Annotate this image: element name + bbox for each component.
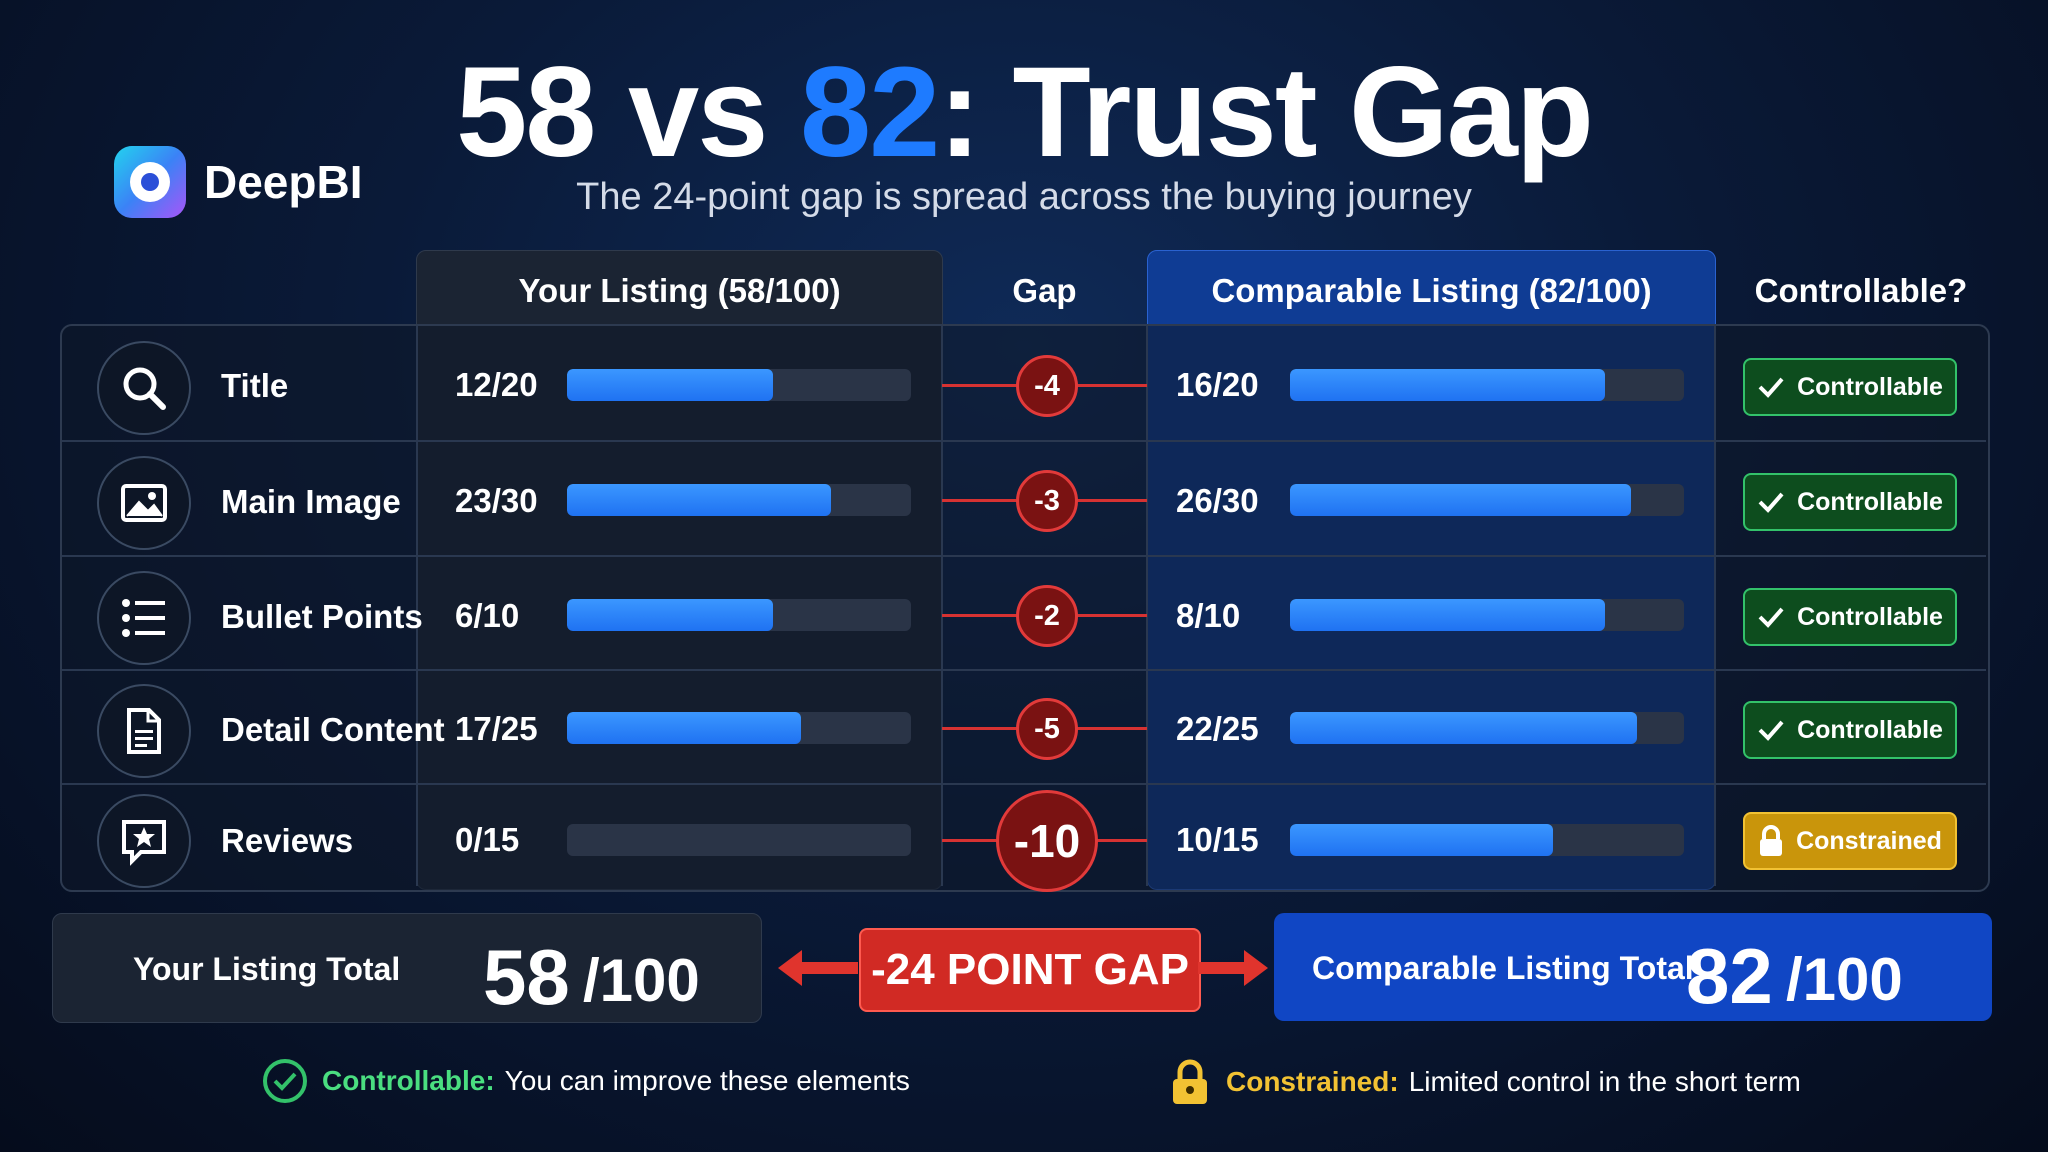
row-label: Detail Content — [221, 711, 445, 748]
your-score-bar — [567, 599, 774, 631]
comparable-score-bar — [1290, 599, 1606, 631]
legend-constrained-text: Limited control in the short term — [1408, 1066, 1801, 1097]
brand-name: DeepBI — [204, 156, 363, 208]
comparable-score-bar-track — [1290, 712, 1684, 744]
lock-icon — [1760, 825, 1783, 856]
your-total-label: Your Listing Total — [133, 951, 401, 987]
your-score: 23/30 — [455, 482, 538, 519]
checkmark-icon — [1758, 492, 1784, 513]
status-badge: Controllable — [1743, 588, 1957, 646]
total-gap-pill: -24 POINT GAP — [859, 928, 1201, 1012]
status-label: Controllable — [1797, 602, 1943, 631]
comparable-score: 16/20 — [1176, 366, 1259, 403]
row-divider — [62, 783, 1986, 785]
your-score: 0/15 — [455, 821, 520, 858]
status-badge: Constrained — [1743, 812, 1957, 870]
gap-value: -5 — [1016, 698, 1078, 760]
deepbi-logo-icon — [114, 146, 186, 218]
your-total-value: 58 — [483, 933, 570, 1021]
comparable-score-bar-track — [1290, 369, 1684, 401]
comparable-total-value: 82 — [1686, 932, 1773, 1020]
legend-constrained-key: Constrained: — [1226, 1066, 1399, 1097]
status-label: Controllable — [1797, 487, 1943, 516]
arrow-right-icon — [1198, 950, 1268, 986]
arrow-left-icon — [778, 950, 858, 986]
comparable-score-bar-track — [1290, 484, 1684, 516]
row-divider — [62, 669, 1986, 671]
comparable-score-bar-track — [1290, 599, 1684, 631]
comparable-score: 8/10 — [1176, 597, 1241, 634]
your-score-bar-track — [567, 369, 911, 401]
page-subtitle: The 24-point gap is spread across the bu… — [576, 176, 1472, 218]
comparable-score: 26/30 — [1176, 482, 1259, 519]
column-divider — [941, 326, 943, 886]
page-title: 58 vs 82: Trust Gap — [0, 38, 2048, 188]
your-listing-total-card: Your Listing Total 58 /100 — [52, 913, 762, 1023]
your-score-bar — [567, 712, 801, 744]
title-your-score: 58 — [456, 41, 596, 184]
column-divider — [416, 326, 418, 886]
brand-logo: DeepBI — [114, 146, 362, 218]
status-badge: Controllable — [1743, 473, 1957, 531]
comparable-score-bar-track — [1290, 824, 1684, 856]
your-score-bar-track — [567, 824, 911, 856]
row-label: Title — [221, 367, 289, 404]
title-rest: : Trust Gap — [938, 41, 1594, 184]
legend-controllable-text: You can improve these elements — [504, 1065, 910, 1096]
comparable-score: 10/15 — [1176, 821, 1259, 858]
document-icon — [97, 684, 191, 778]
checkmark-icon — [1758, 377, 1784, 398]
check-circle-icon — [263, 1059, 307, 1103]
comparable-total-max: /100 — [1786, 946, 1903, 1013]
your-score: 6/10 — [455, 597, 520, 634]
gap-value: -4 — [1016, 355, 1078, 417]
comparable-score-bar — [1290, 369, 1606, 401]
row-label: Main Image — [221, 483, 401, 520]
status-label: Controllable — [1797, 715, 1943, 744]
checkmark-icon — [1758, 720, 1784, 741]
row-label: Reviews — [221, 822, 354, 859]
your-score: 12/20 — [455, 366, 538, 403]
gap-value: -10 — [996, 790, 1098, 892]
status-badge: Controllable — [1743, 358, 1957, 416]
your-score-bar-track — [567, 712, 911, 744]
comparable-listing-total-card: Comparable Listing Total 82 /100 — [1274, 913, 1992, 1021]
list-icon — [97, 571, 191, 665]
comparable-total-label: Comparable Listing Total — [1312, 950, 1694, 986]
status-badge: Controllable — [1743, 701, 1957, 759]
column-divider — [1146, 326, 1148, 886]
title-vs: vs — [594, 41, 800, 184]
header-your-listing: Your Listing (58/100) — [518, 272, 841, 309]
gap-value: -2 — [1016, 585, 1078, 647]
your-total-max: /100 — [583, 947, 700, 1014]
your-score-bar-track — [567, 599, 911, 631]
your-score-bar-track — [567, 484, 911, 516]
comparable-score: 22/25 — [1176, 710, 1259, 747]
review-star-icon — [97, 794, 191, 888]
status-label: Constrained — [1796, 826, 1942, 855]
checkmark-icon — [1758, 607, 1784, 628]
legend-constrained: Constrained: Limited control in the shor… — [1170, 1058, 1801, 1106]
status-label: Controllable — [1797, 372, 1943, 401]
header-gap: Gap — [1012, 272, 1077, 309]
legend-controllable: Controllable: You can improve these elem… — [262, 1058, 910, 1104]
your-score: 17/25 — [455, 710, 538, 747]
row-label: Bullet Points — [221, 598, 423, 635]
row-divider — [62, 555, 1986, 557]
lock-icon — [1173, 1059, 1207, 1104]
gap-value: -3 — [1016, 470, 1078, 532]
column-divider — [1714, 326, 1716, 886]
your-score-bar — [567, 369, 774, 401]
header-comparable: Comparable Listing (82/100) — [1211, 272, 1652, 309]
comparable-score-bar — [1290, 824, 1553, 856]
title-comparable-score: 82 — [799, 41, 940, 184]
legend-controllable-key: Controllable: — [322, 1065, 495, 1096]
comparable-score-bar — [1290, 484, 1632, 516]
search-icon — [97, 341, 191, 435]
comparable-score-bar — [1290, 712, 1637, 744]
header-controllable: Controllable? — [1754, 272, 1968, 309]
image-icon — [97, 456, 191, 550]
row-divider — [62, 440, 1986, 442]
your-score-bar — [567, 484, 831, 516]
